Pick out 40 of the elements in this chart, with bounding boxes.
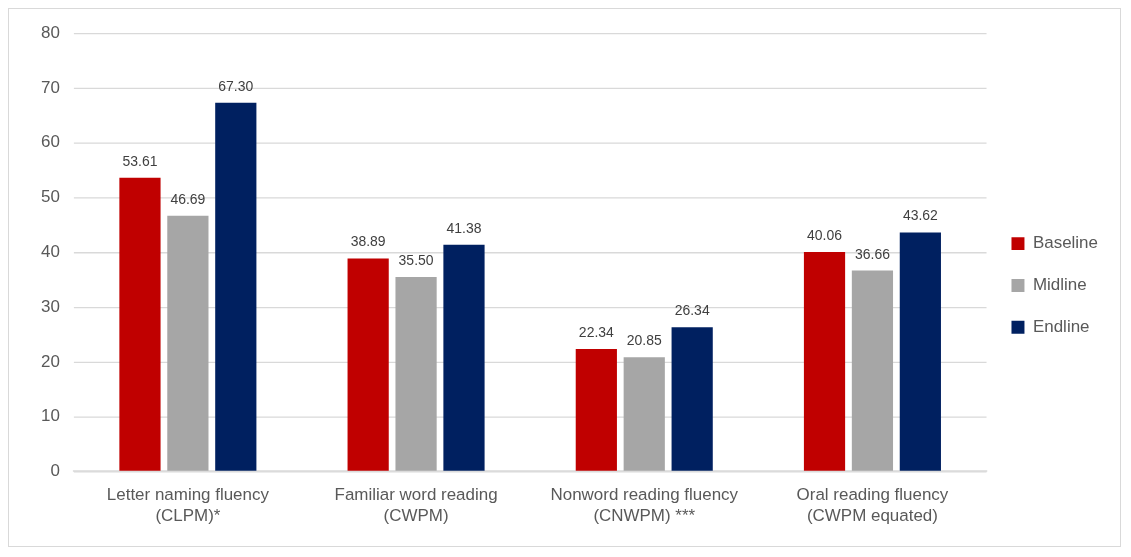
bar [575, 349, 617, 471]
legend-label: Baseline [1032, 233, 1098, 253]
y-tick-label: 70 [40, 77, 60, 97]
bar [899, 232, 941, 471]
y-tick-label: 10 [40, 406, 60, 426]
data-label: 40.06 [807, 226, 843, 243]
data-label: 43.62 [902, 207, 939, 224]
y-tick-label: 60 [40, 132, 60, 152]
data-label: 41.38 [446, 219, 482, 236]
bar [215, 102, 257, 471]
y-tick-label: 30 [40, 296, 60, 316]
data-label: 35.50 [398, 251, 434, 268]
data-label: 20.85 [626, 332, 662, 349]
bar [395, 276, 437, 471]
y-tick-label: 0 [50, 461, 60, 481]
data-label: 26.34 [674, 302, 710, 319]
bar [119, 177, 161, 471]
data-label: 53.61 [122, 152, 158, 169]
y-tick-label: 80 [40, 22, 60, 42]
bar [443, 244, 485, 471]
bar [347, 258, 389, 471]
data-label: 38.89 [350, 233, 386, 250]
y-tick-label: 50 [40, 187, 60, 207]
bar [803, 251, 846, 471]
bar [167, 215, 209, 471]
x-tick-label: Oral reading fluency (CWPM equated) [796, 485, 949, 525]
data-label: 22.34 [578, 323, 615, 340]
x-tick-label: Familiar word reading (CWPM) [334, 485, 498, 525]
bar [851, 270, 894, 471]
data-label: 36.66 [854, 245, 891, 262]
y-tick-label: 20 [40, 351, 60, 371]
x-tick-label: Letter naming fluency (CLPM)* [106, 485, 270, 525]
y-tick-label: 40 [40, 241, 60, 261]
data-label: 46.69 [170, 190, 206, 207]
bar [671, 327, 713, 471]
x-tick-label: Nonword reading fluency (CNWPM) *** [550, 485, 739, 525]
data-label: 67.30 [218, 77, 254, 94]
legend-label: Endline [1032, 317, 1090, 336]
bar [623, 357, 665, 471]
legend-label: Midline [1032, 275, 1087, 295]
